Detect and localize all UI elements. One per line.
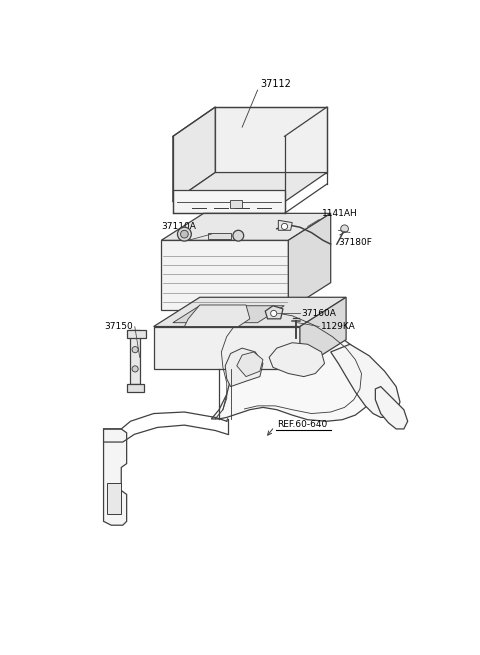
Circle shape — [341, 225, 348, 233]
Polygon shape — [161, 214, 331, 240]
Text: 1141AH: 1141AH — [322, 209, 357, 218]
Text: 37110A: 37110A — [161, 222, 196, 231]
Polygon shape — [237, 352, 263, 377]
Bar — [207, 233, 230, 239]
Circle shape — [281, 223, 288, 229]
Polygon shape — [154, 327, 300, 369]
Bar — [108, 483, 121, 514]
Polygon shape — [127, 330, 146, 338]
Text: 37160A: 37160A — [301, 309, 336, 318]
Polygon shape — [331, 345, 400, 417]
Text: 37150: 37150 — [105, 322, 133, 331]
Polygon shape — [215, 107, 327, 172]
Circle shape — [180, 231, 188, 238]
Polygon shape — [154, 297, 346, 327]
Polygon shape — [278, 220, 292, 231]
Circle shape — [178, 227, 192, 241]
Polygon shape — [161, 240, 288, 310]
Circle shape — [271, 310, 277, 316]
Polygon shape — [131, 330, 140, 384]
Circle shape — [132, 346, 138, 353]
Polygon shape — [300, 297, 346, 369]
Text: REF.60-640: REF.60-640 — [277, 420, 327, 429]
Polygon shape — [173, 107, 215, 202]
Text: 1129KA: 1129KA — [321, 322, 355, 331]
Circle shape — [233, 231, 244, 241]
Polygon shape — [104, 429, 127, 525]
Text: 37112: 37112 — [260, 79, 291, 89]
Polygon shape — [211, 307, 373, 421]
Bar — [230, 200, 242, 208]
Polygon shape — [173, 190, 285, 214]
Polygon shape — [265, 306, 283, 319]
Polygon shape — [173, 172, 327, 202]
Polygon shape — [173, 306, 284, 323]
Text: 37180F: 37180F — [338, 238, 372, 247]
Circle shape — [132, 365, 138, 372]
Polygon shape — [375, 386, 408, 429]
Polygon shape — [269, 343, 324, 377]
Polygon shape — [127, 384, 144, 392]
Polygon shape — [225, 348, 263, 386]
Polygon shape — [184, 305, 250, 327]
Polygon shape — [288, 214, 331, 310]
